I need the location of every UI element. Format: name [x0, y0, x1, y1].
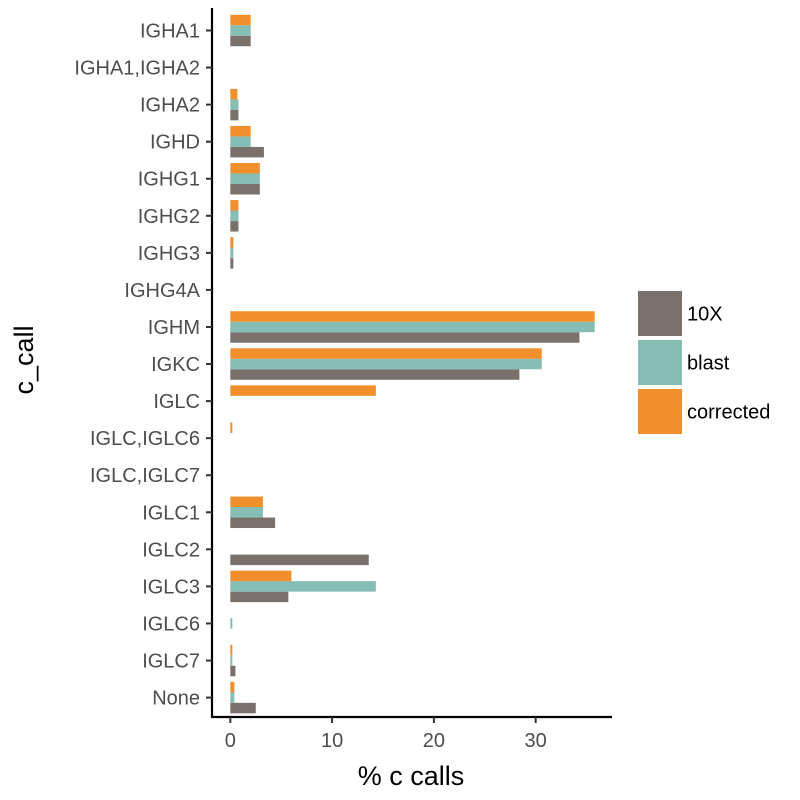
bar-ighg2-corrected — [230, 200, 239, 211]
bar-ighd-blast — [230, 136, 251, 147]
y-tick-label-iglc-iglc6: IGLC,IGLC6 — [90, 428, 200, 450]
bar-igkc-10x — [230, 369, 520, 380]
bar-ighg3-corrected — [230, 237, 234, 248]
legend-key-corrected — [638, 389, 682, 434]
bar-ighg1-corrected — [230, 162, 260, 174]
bar-ighg3-10x — [230, 258, 234, 269]
bar-iglc7-blast — [230, 655, 233, 666]
bar-iglc-iglc6-corrected — [230, 422, 233, 433]
legend-label-blast: blast — [687, 353, 730, 375]
x-tick-label-0: 0 — [225, 730, 236, 752]
legend-key-blast — [638, 340, 682, 385]
bar-iglc7-corrected — [230, 644, 233, 656]
y-tick-label-igha1: IGHA1 — [140, 21, 200, 43]
bar-ighg1-10x — [230, 183, 260, 195]
bar-none-corrected — [230, 681, 235, 693]
bar-iglc6-blast — [230, 618, 233, 629]
y-tick-label-iglc7: IGLC7 — [142, 651, 200, 673]
bar-iglc3-blast — [230, 581, 376, 592]
bar-iglc7-10x — [230, 665, 236, 677]
bar-ighm-corrected — [230, 311, 595, 322]
y-tick-label-iglc-iglc7: IGLC,IGLC7 — [90, 465, 200, 487]
y-tick-label-iglc2: IGLC2 — [142, 539, 200, 561]
y-tick-label-igha1-igha2: IGHA1,IGHA2 — [74, 58, 200, 80]
legend-key-10x — [638, 291, 682, 336]
bar-igkc-corrected — [230, 348, 542, 359]
x-tick-label-30: 30 — [525, 730, 547, 752]
y-axis-title: c_call — [9, 325, 39, 394]
bar-igha2-blast — [230, 99, 239, 110]
bar-iglc3-corrected — [230, 570, 292, 582]
bars-layer — [230, 14, 595, 714]
y-tick-label-ighg3: IGHG3 — [138, 243, 200, 265]
bar-iglc-corrected — [230, 385, 376, 396]
axes-layer — [210, 8, 612, 719]
bar-ighg2-10x — [230, 221, 239, 232]
bar-igkc-blast — [230, 358, 542, 370]
bar-iglc3-10x — [230, 591, 289, 603]
y-tick-label-igha2: IGHA2 — [140, 95, 200, 117]
legend: 10X blast corrected — [638, 291, 770, 434]
y-tick-label-ighd: IGHD — [150, 132, 200, 154]
bar-ighd-corrected — [230, 125, 251, 137]
bar-ighm-10x — [230, 332, 580, 343]
bar-iglc2-10x — [230, 554, 369, 566]
bar-iglc1-corrected — [230, 496, 263, 508]
bar-igha1-10x — [230, 35, 251, 47]
x-tick-label-20: 20 — [423, 730, 445, 752]
bar-igha1-corrected — [230, 14, 251, 26]
bar-iglc1-blast — [230, 507, 263, 518]
legend-label-10x: 10X — [687, 304, 723, 326]
bar-ighm-blast — [230, 321, 595, 333]
y-tick-label-ighg1: IGHG1 — [138, 169, 200, 191]
y-tick-label-igkc: IGKC — [151, 354, 200, 376]
y-tick-label-none: None — [152, 688, 200, 710]
bar-ighd-10x — [230, 146, 264, 158]
y-tick-label-ighg4a: IGHG4A — [124, 280, 200, 302]
bar-none-blast — [230, 692, 235, 703]
y-tick-label-iglc1: IGLC1 — [142, 502, 200, 524]
legend-label-corrected: corrected — [687, 402, 770, 424]
x-tick-label-10: 10 — [321, 730, 343, 752]
y-tick-label-ighm: IGHM — [148, 317, 200, 339]
y-tick-label-iglc: IGLC — [153, 391, 200, 413]
y-tick-label-ighg2: IGHG2 — [138, 206, 200, 228]
bar-iglc1-10x — [230, 517, 276, 529]
bar-none-10x — [230, 702, 256, 714]
bar-ighg3-blast — [230, 247, 234, 259]
y-tick-label-iglc3: IGLC3 — [142, 576, 200, 598]
bar-igha1-blast — [230, 25, 251, 36]
bar-ighg1-blast — [230, 173, 260, 184]
bar-igha2-10x — [230, 109, 239, 121]
bar-ighg2-blast — [230, 210, 239, 222]
ticks-layer: IGHA1 IGHA1,IGHA2 IGHA2 IGHD IGHG1 IGHG2 IGHG3… — [74, 21, 546, 753]
x-axis-title: % c calls — [358, 761, 465, 791]
y-tick-label-iglc6: IGLC6 — [142, 613, 200, 635]
bar-igha2-corrected — [230, 88, 238, 100]
